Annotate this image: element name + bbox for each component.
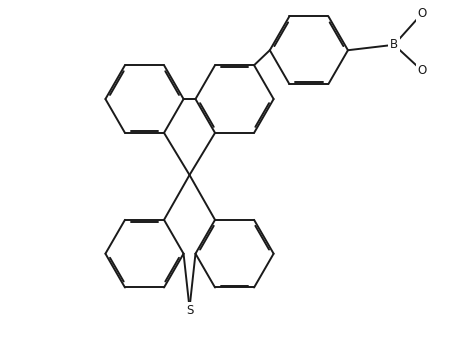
Text: O: O [418, 7, 427, 20]
Text: O: O [418, 64, 427, 77]
Text: S: S [186, 304, 193, 317]
Text: B: B [390, 38, 398, 51]
